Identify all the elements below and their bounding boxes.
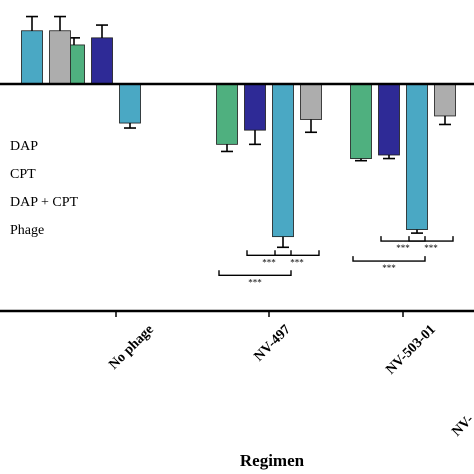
significance-label-4: *** [424, 243, 438, 253]
significance-label-0: *** [262, 257, 276, 267]
significance-label-2: *** [248, 277, 262, 287]
x-axis-label: Regimen [240, 451, 305, 470]
bar-dap-nv-497 [216, 83, 238, 145]
x-tick-labels: No phage NV-497 NV-503-01 NV- [106, 322, 474, 439]
significance-label-1: *** [290, 257, 304, 267]
significance-bracket-4 [408, 236, 454, 242]
legend-entry-phage: Phage [10, 223, 44, 238]
x-tick-label-nv: NV- [449, 412, 474, 440]
significance-label-3: *** [396, 243, 410, 253]
bar-cpt-no-phage [91, 37, 113, 85]
legend: DAP CPT DAP + CPT Phage [10, 139, 79, 238]
significance-brackets: *** ********* ****** [218, 236, 454, 287]
significance-label-5: *** [382, 263, 396, 273]
bar-phage-nv-497 [300, 83, 322, 120]
significance-bracket-2 [218, 270, 292, 276]
significance-bracket-5 [352, 256, 426, 262]
significance-bracket-1 [274, 250, 320, 256]
bar-dap-cpt-nv-497 [272, 83, 294, 238]
legend-entry-dap-cpt: DAP + CPT [10, 195, 79, 210]
bar-dap-cpt-nv-503-01 [406, 83, 428, 230]
significance-bracket-3 [380, 236, 426, 242]
bar-cpt-nv-503-01 [378, 83, 400, 156]
bar-phage-group-0 [49, 30, 71, 85]
legend-entry-cpt: CPT [10, 167, 36, 182]
bar-dap-cpt-no-phage [119, 83, 141, 124]
bar-dap-nv-503-01 [350, 83, 372, 159]
x-tick-marks [115, 311, 404, 317]
bars-layer [21, 15, 456, 249]
x-tick-label-nv-497: NV-497 [252, 322, 294, 364]
bar-cpt-nv-497 [244, 83, 266, 131]
bar-phage-nv-503-01 [434, 83, 456, 117]
bar-dap-cpt-group-0 [21, 30, 43, 85]
legend-entry-dap: DAP [10, 139, 38, 154]
significance-bracket-0 [246, 250, 292, 256]
x-tick-label-no-phage: No phage [106, 322, 156, 372]
x-tick-label-nv-503-01: NV-503-01 [383, 322, 439, 378]
